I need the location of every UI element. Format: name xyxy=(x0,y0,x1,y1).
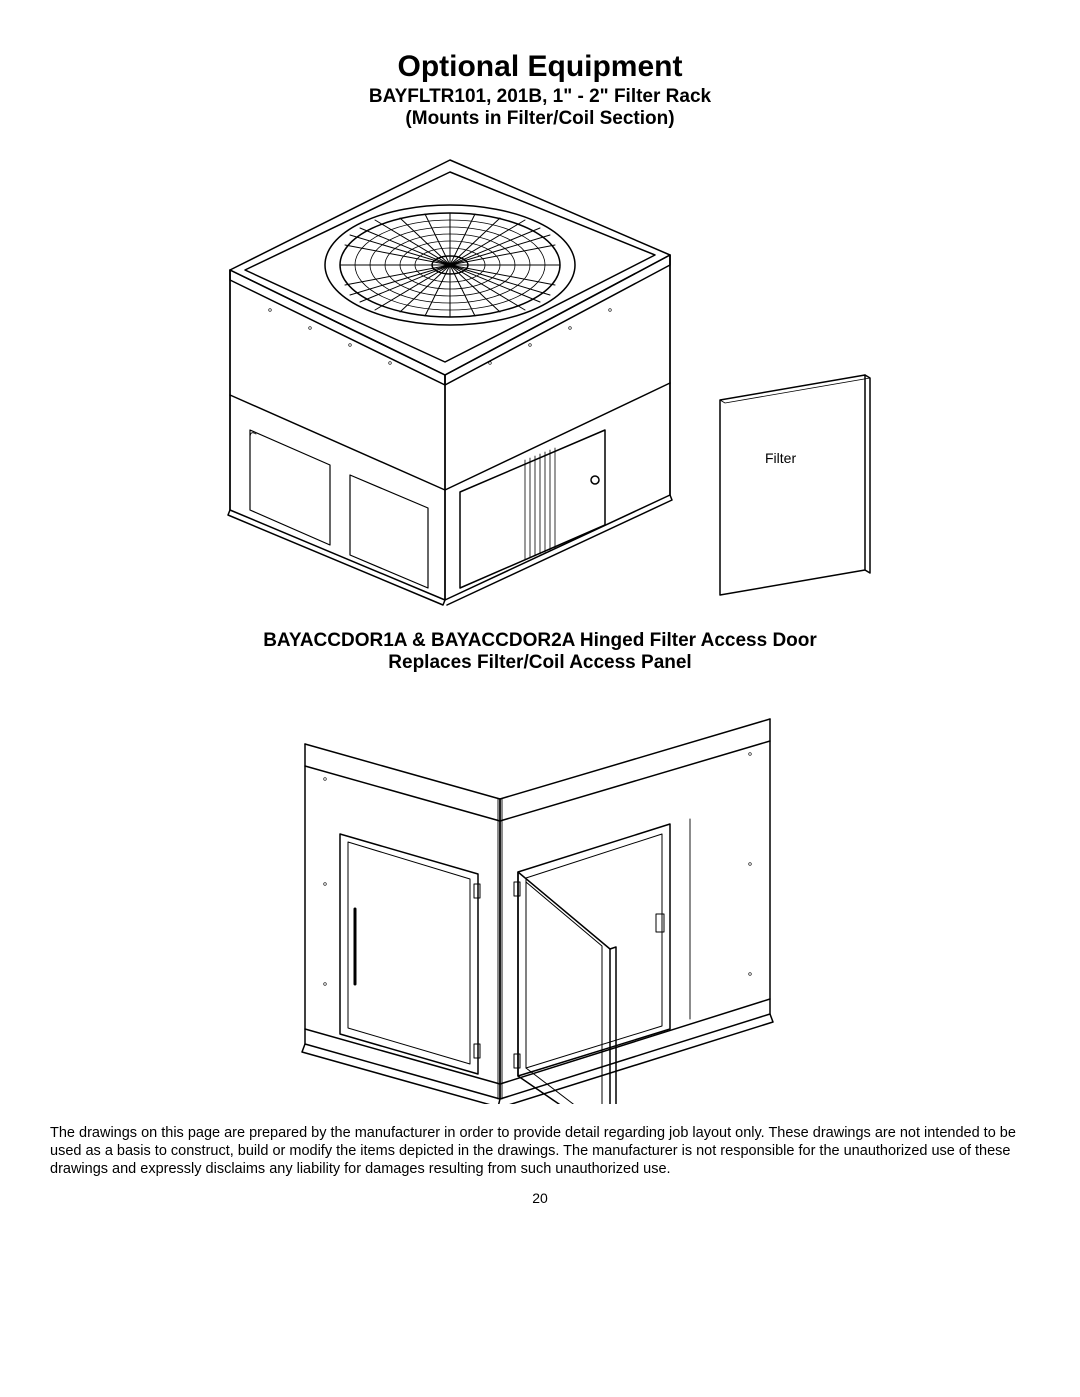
section2-title-line2: Replaces Filter/Coil Access Panel xyxy=(50,652,1030,674)
section1-subtitle-line2: (Mounts in Filter/Coil Section) xyxy=(50,108,1030,130)
section2-title-line1: BAYACCDOR1A & BAYACCDOR2A Hinged Filter … xyxy=(50,630,1030,652)
page-number: 20 xyxy=(50,1190,1030,1206)
disclaimer-text: The drawings on this page are prepared b… xyxy=(50,1124,1030,1178)
figure-filter-rack: Filter xyxy=(50,140,1030,610)
section1-subtitle-line1: BAYFLTR101, 201B, 1" - 2" Filter Rack xyxy=(50,86,1030,108)
filter-label: Filter xyxy=(765,450,796,466)
page-title: Optional Equipment xyxy=(50,50,1030,84)
figure-hinged-door xyxy=(50,684,1030,1104)
